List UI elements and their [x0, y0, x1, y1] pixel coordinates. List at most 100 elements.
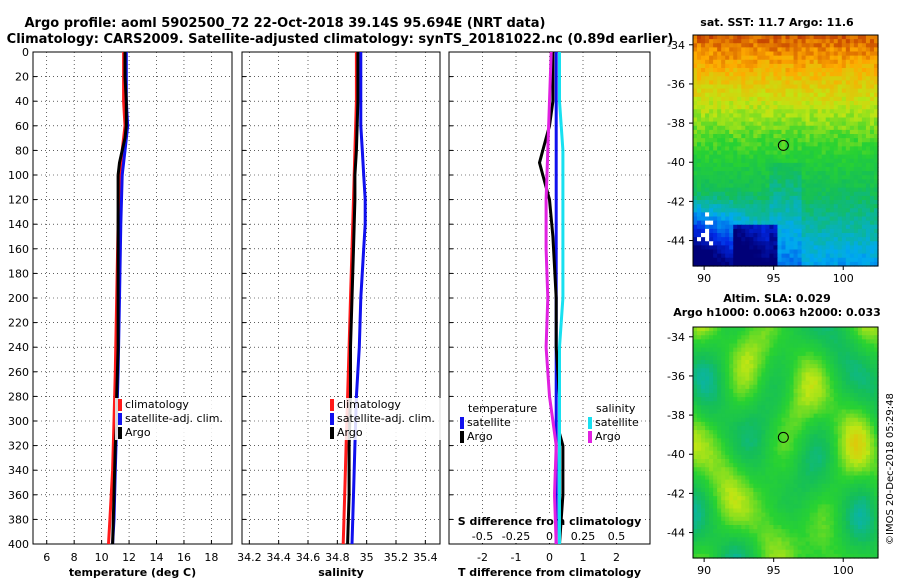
- map-cell: [777, 257, 783, 263]
- map-cell: [773, 241, 779, 246]
- map-cell: [765, 413, 771, 419]
- map-cell: [697, 467, 702, 472]
- map-cell: [705, 51, 710, 57]
- map-cell: [869, 467, 875, 472]
- map-cell: [821, 368, 827, 373]
- map-cell: [809, 47, 815, 53]
- map-cell: [705, 171, 710, 176]
- map-cell: [853, 368, 859, 373]
- map-cell: [781, 376, 787, 382]
- map-y-tick-label: -34: [667, 39, 685, 52]
- map-cell: [849, 105, 855, 110]
- map-cell: [745, 175, 750, 180]
- map-cell: [861, 364, 867, 369]
- map-cell: [793, 43, 799, 48]
- map-cell: [713, 438, 718, 444]
- depth-tick-label: 300: [8, 415, 29, 428]
- map-cell: [793, 109, 799, 114]
- map-cell: [781, 241, 787, 246]
- map-cell: [805, 39, 811, 44]
- map-cell: [801, 179, 807, 185]
- map-cell: [841, 261, 847, 267]
- map-cell: [837, 500, 843, 505]
- map-cell: [757, 347, 762, 353]
- map-cell: [777, 331, 783, 336]
- map-cell: [853, 364, 859, 369]
- map-cell: [713, 397, 718, 402]
- map-cell: [869, 129, 875, 135]
- map-cell: [785, 261, 791, 267]
- map-cell: [873, 417, 879, 423]
- map-cell: [825, 208, 831, 213]
- map-cell: [817, 327, 823, 332]
- map-cell: [793, 355, 799, 361]
- map-cell: [793, 487, 799, 493]
- map-cell: [753, 413, 758, 419]
- map-cell: [709, 200, 714, 205]
- map-cell: [849, 368, 855, 373]
- map-cell: [825, 327, 831, 332]
- map-cell: [749, 471, 754, 477]
- map-cell: [733, 426, 738, 431]
- map-cell: [725, 92, 730, 98]
- map-cell: [733, 179, 738, 185]
- map-cell: [701, 204, 706, 209]
- map-cell: [829, 500, 835, 505]
- map-cell: [753, 327, 758, 332]
- map-cell: [809, 331, 815, 336]
- map-cell: [765, 43, 771, 48]
- map-cell: [837, 364, 843, 369]
- map-cell: [813, 454, 819, 460]
- map-cell: [853, 475, 859, 481]
- map-cell: [813, 397, 819, 402]
- map-cell: [829, 109, 835, 114]
- map-cell: [853, 257, 859, 263]
- map-cell: [793, 63, 799, 69]
- map-cell: [709, 475, 714, 481]
- map-cell: [845, 496, 851, 501]
- map-cell: [829, 401, 835, 406]
- map-cell: [837, 475, 843, 481]
- map-cell: [745, 129, 750, 135]
- map-cell: [749, 417, 754, 423]
- legend-swatch: [330, 413, 334, 425]
- map-cell: [825, 175, 831, 180]
- map-cell: [737, 504, 742, 510]
- map-cell: [697, 167, 702, 172]
- map-cell: [793, 59, 799, 65]
- map-cell: [817, 233, 823, 238]
- map-cell: [781, 35, 787, 40]
- map-cell: [733, 454, 738, 460]
- map-cell: [777, 51, 783, 57]
- map-cell: [817, 508, 823, 514]
- map-cell: [765, 384, 771, 390]
- map-cell: [817, 492, 823, 497]
- map-cell: [817, 129, 823, 135]
- map-cell: [853, 59, 859, 65]
- map-cell: [865, 421, 871, 427]
- map-cell: [741, 454, 746, 460]
- map-cell: [733, 355, 738, 361]
- map-cell: [773, 347, 779, 353]
- map-cell: [713, 471, 718, 477]
- map-cell: [741, 63, 746, 69]
- map-cell: [789, 204, 795, 209]
- map-cell: [801, 413, 807, 419]
- map-cell: [789, 35, 795, 40]
- map-cell: [801, 204, 807, 209]
- map-cell: [817, 39, 823, 44]
- map-cell: [697, 51, 702, 57]
- map-cell: [701, 426, 706, 431]
- map-cell: [761, 121, 766, 127]
- map-cell: [821, 384, 827, 390]
- map-cell: [861, 417, 867, 423]
- map-cell: [753, 426, 758, 431]
- map-cell: [733, 216, 738, 222]
- map-cell: [845, 450, 851, 456]
- map-cell: [705, 212, 710, 218]
- map-cell: [741, 372, 746, 378]
- map-cell: [813, 129, 819, 135]
- map-cell: [713, 413, 718, 419]
- map-cell: [717, 150, 722, 156]
